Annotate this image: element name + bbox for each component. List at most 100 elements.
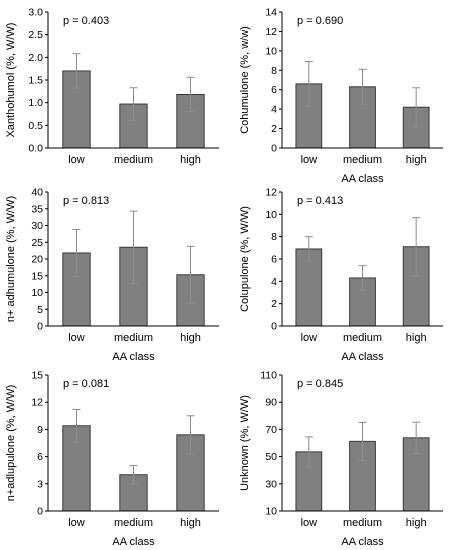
p-value-annotation: p = 0.081 xyxy=(63,378,109,390)
x-tick-label: high xyxy=(180,154,201,166)
y-tick-label: 0.5 xyxy=(28,120,43,132)
error-bar-low xyxy=(304,436,313,468)
y-tick-label: 110 xyxy=(260,370,277,382)
x-tick-label: low xyxy=(301,154,318,166)
x-tick-label: low xyxy=(68,332,85,344)
error-bar-low xyxy=(72,408,81,443)
x-tick-label: medium xyxy=(343,332,382,344)
y-tick-label: 2 xyxy=(271,123,277,135)
error-bar-high xyxy=(186,415,195,455)
y-tick-label: 1.0 xyxy=(28,97,43,109)
y-tick-label: 0 xyxy=(271,143,277,155)
error-bar-medium xyxy=(358,265,367,291)
y-tick-label: 20 xyxy=(31,254,43,266)
x-axis-title: AA class xyxy=(112,536,155,548)
bar-low xyxy=(295,248,323,327)
y-axis-title: n+adlupulone (%, W/W) xyxy=(5,385,17,501)
y-tick-label: 15 xyxy=(31,370,43,382)
y-tick-label: 4 xyxy=(271,104,277,116)
error-bar-high xyxy=(412,217,421,277)
chart-panel-2: 0 2 4 6 8 10 12 14 low medium high Cohumulone (%, w… xyxy=(239,7,443,185)
x-tick-label: medium xyxy=(343,154,382,166)
x-tick-label: medium xyxy=(114,332,153,344)
y-axis-title: n+ adhumulone (%, W/W) xyxy=(5,196,17,322)
y-tick-label: 10 xyxy=(265,45,277,57)
y-tick-label: 12 xyxy=(265,26,277,38)
p-value-annotation: p = 0.413 xyxy=(297,195,343,207)
error-bar-high xyxy=(412,87,421,128)
error-bar-medium xyxy=(129,210,138,284)
p-value-annotation: p = 0.845 xyxy=(297,378,343,390)
chart-panel-6: 10 30 50 70 90 110 low medium high Unknown (%, W/… xyxy=(239,370,443,548)
chart-panel-3: 0 5 10 15 20 25 30 35 40 low medium high n+ adhumulo… xyxy=(5,187,219,363)
error-bar-high xyxy=(412,421,421,454)
y-tick-label: 8 xyxy=(271,65,277,77)
y-tick-label: 8 xyxy=(271,231,277,243)
x-axis-title: AA class xyxy=(341,536,384,548)
y-tick-label: 5 xyxy=(37,304,43,316)
error-bar-medium xyxy=(129,465,138,485)
y-tick-label: 35 xyxy=(31,203,43,215)
x-tick-label: low xyxy=(301,517,318,529)
y-tick-label: 6 xyxy=(271,84,277,96)
error-bar-medium xyxy=(358,421,367,461)
y-tick-label: 6 xyxy=(37,451,43,463)
x-tick-label: high xyxy=(406,332,427,344)
y-tick-label: 1.5 xyxy=(28,75,43,87)
y-tick-label: 30 xyxy=(265,478,277,490)
error-bar-medium xyxy=(129,87,138,121)
y-tick-label: 6 xyxy=(271,254,277,266)
y-tick-label: 0 xyxy=(37,321,43,333)
y-axis-title: Colupulone (%, W/W) xyxy=(239,206,251,312)
x-tick-label: high xyxy=(180,517,201,529)
y-tick-label: 25 xyxy=(31,237,43,249)
chart-panel-5: 0 3 6 9 12 15 low medium high n+adlupulone (%, W/… xyxy=(5,370,219,548)
x-tick-label: low xyxy=(301,332,318,344)
x-tick-label: low xyxy=(68,154,85,166)
chart-panel-1: 0.0 0.5 1.0 1.5 2.0 2.5 3.0 low medium high Xantho… xyxy=(5,7,219,166)
y-tick-label: 40 xyxy=(31,187,43,199)
y-tick-label: 9 xyxy=(37,424,43,436)
y-tick-label: 90 xyxy=(265,397,277,409)
x-axis-title: AA class xyxy=(112,351,155,363)
x-tick-label: high xyxy=(406,517,427,529)
y-tick-label: 2.5 xyxy=(28,29,43,41)
error-bar-low xyxy=(304,236,313,262)
y-tick-label: 50 xyxy=(265,451,277,463)
y-tick-label: 2.0 xyxy=(28,52,43,64)
p-value-annotation: p = 0.690 xyxy=(297,15,343,27)
y-tick-label: 2 xyxy=(271,298,277,310)
x-tick-label: medium xyxy=(343,517,382,529)
y-axis-title: Xanthohumol (%, W/W) xyxy=(5,23,17,138)
error-bar-low xyxy=(72,53,81,89)
x-axis-title: AA class xyxy=(341,351,384,363)
chart-panel-4: 0 2 4 6 8 10 12 low medium high Colupulone (%, W/W… xyxy=(239,187,443,363)
y-axis-title: Unknown (%, W/W) xyxy=(239,395,251,491)
error-bar-high xyxy=(186,245,195,304)
x-axis-title: AA class xyxy=(341,173,384,185)
y-tick-label: 10 xyxy=(265,209,277,221)
y-tick-label: 3 xyxy=(37,478,43,490)
error-bar-high xyxy=(186,76,195,113)
y-tick-label: 12 xyxy=(31,397,43,409)
y-tick-label: 10 xyxy=(265,506,277,518)
y-tick-label: 30 xyxy=(31,220,43,232)
y-tick-label: 10 xyxy=(31,287,43,299)
p-value-annotation: p = 0.403 xyxy=(63,15,109,27)
x-tick-label: low xyxy=(68,517,85,529)
p-value-annotation: p = 0.813 xyxy=(63,195,109,207)
x-tick-label: high xyxy=(406,154,427,166)
y-tick-label: 0 xyxy=(271,321,277,333)
y-tick-label: 0.0 xyxy=(28,143,43,155)
error-bar-medium xyxy=(358,68,367,105)
y-axis-title: Cohumulone (%, w/w) xyxy=(239,26,251,134)
y-tick-label: 70 xyxy=(265,424,277,436)
error-bar-low xyxy=(304,61,313,107)
x-tick-label: high xyxy=(180,332,201,344)
y-tick-label: 4 xyxy=(271,276,277,288)
y-tick-label: 12 xyxy=(265,187,277,199)
y-tick-label: 14 xyxy=(265,7,277,19)
y-tick-label: 15 xyxy=(31,270,43,282)
x-tick-label: medium xyxy=(114,517,153,529)
